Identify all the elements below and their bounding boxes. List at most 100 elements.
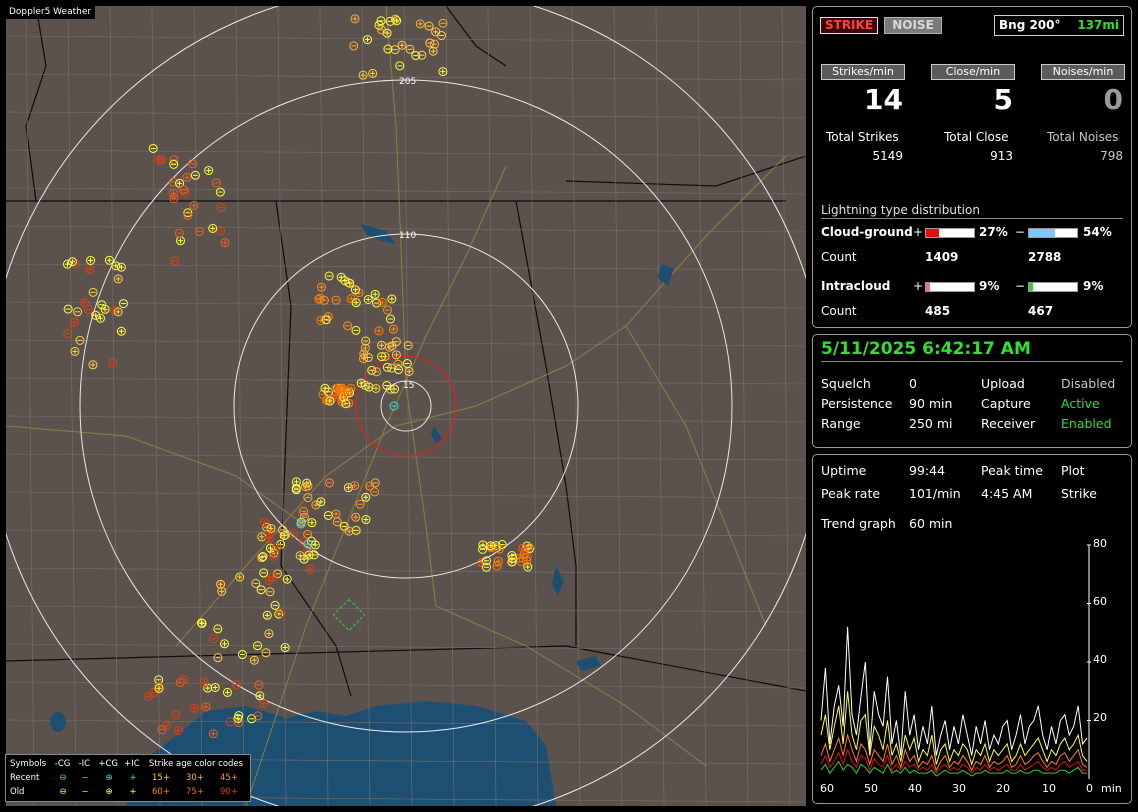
- trend-panel: Uptime 99:44 Peak time Plot Peak rate 10…: [812, 454, 1132, 804]
- strike-marker: [256, 585, 266, 595]
- strike-marker: [175, 178, 185, 188]
- strike-marker: [189, 703, 199, 713]
- strike-marker: [522, 556, 532, 566]
- strike-marker: [299, 506, 309, 516]
- strike-marker: [216, 226, 226, 236]
- strike-marker: [431, 27, 441, 37]
- strike-marker: [201, 702, 211, 712]
- strike-marker: [171, 710, 181, 720]
- strike-marker: [174, 725, 184, 735]
- strike-marker: [260, 517, 270, 527]
- recent-pos-ic-icon: +: [129, 773, 137, 783]
- strike-marker: [325, 396, 335, 406]
- strike-marker: [204, 165, 214, 175]
- strike-marker: [216, 579, 226, 589]
- legend-recent-label: Recent: [10, 773, 40, 783]
- strike-marker: [350, 14, 360, 24]
- lightning-map[interactable]: 205 110 15 Doppler5 Weather: [6, 6, 806, 806]
- strike-marker: [324, 271, 334, 281]
- map-canvas[interactable]: 205 110 15: [6, 6, 806, 806]
- legend-symbols-header: Symbols: [10, 759, 47, 769]
- receiver-label: Receiver: [981, 416, 1036, 431]
- upload-value[interactable]: Disabled: [1061, 376, 1116, 391]
- strike-marker: [340, 388, 350, 398]
- strike-marker: [208, 729, 218, 739]
- x-tick-30: 30: [952, 782, 966, 795]
- strike-marker: [325, 478, 335, 488]
- trend-series-line: [820, 691, 1088, 767]
- cg-plus-count: 1409: [925, 250, 959, 264]
- trend-graph: [820, 544, 1091, 779]
- strike-marker: [97, 300, 107, 310]
- strike-marker: [394, 365, 404, 375]
- cg-plus-fill: [926, 229, 939, 237]
- strike-marker: [179, 185, 189, 195]
- strike-marker: [345, 278, 355, 288]
- strike-marker: [296, 519, 306, 529]
- distribution-title: Lightning type distribution: [821, 203, 1123, 219]
- strike-button[interactable]: STRIKE: [820, 17, 878, 34]
- strike-marker: [481, 562, 491, 572]
- strike-marker: [370, 478, 380, 488]
- strike-marker: [80, 298, 90, 308]
- strike-marker: [363, 35, 373, 45]
- noise-button[interactable]: NOISE: [884, 17, 942, 34]
- strike-marker: [336, 272, 346, 282]
- squelch-value: 0: [909, 376, 917, 391]
- strike-marker: [356, 378, 366, 388]
- strike-marker: [518, 543, 528, 553]
- strike-marker: [100, 304, 110, 314]
- strike-marker: [217, 586, 227, 596]
- strike-marker: [310, 540, 320, 550]
- strike-marker: [233, 713, 243, 723]
- x-tick-10: 10: [1042, 782, 1056, 795]
- strike-marker: [199, 677, 209, 687]
- old-pos-cg-icon: ⊕: [105, 787, 113, 797]
- strike-marker: [523, 562, 533, 572]
- strike-marker: [370, 289, 380, 299]
- strike-marker: [351, 525, 361, 535]
- strike-marker: [282, 574, 292, 584]
- strike-marker: [257, 553, 267, 563]
- strike-marker: [350, 285, 360, 295]
- strike-marker: [304, 550, 314, 560]
- strike-marker: [235, 572, 245, 582]
- strike-marker: [215, 187, 225, 197]
- strike-marker: [343, 387, 353, 397]
- strike-marker: [111, 261, 121, 271]
- strike-marker: [346, 294, 356, 304]
- strike-marker: [113, 274, 123, 284]
- strike-marker: [249, 655, 259, 665]
- strike-marker: [377, 340, 387, 350]
- cg-plus-bar: [925, 228, 975, 238]
- recent-pos-cg-icon: ⊕: [105, 773, 113, 783]
- strike-marker: [428, 46, 438, 56]
- capture-value[interactable]: Active: [1061, 396, 1100, 411]
- strike-marker: [247, 714, 257, 724]
- distance-value: 137mi: [1077, 18, 1119, 32]
- trend-series-line: [820, 760, 1087, 777]
- strike-marker: [382, 381, 392, 391]
- strike-marker: [360, 343, 370, 353]
- strike-marker: [438, 67, 448, 77]
- legend-neg-cg-header: -CG: [54, 759, 71, 769]
- receiver-value[interactable]: Enabled: [1061, 416, 1112, 431]
- ic-plus-count: 485: [925, 304, 951, 318]
- strike-marker: [272, 542, 282, 552]
- old-neg-cg-icon: ⊖: [59, 787, 67, 797]
- strike-marker: [374, 20, 384, 30]
- strike-marker: [389, 401, 399, 411]
- strike-marker: [338, 393, 348, 403]
- total-close-value: 913: [990, 149, 1013, 163]
- ic-minus-fill: [1029, 283, 1034, 291]
- ic-plus-sign: +: [913, 279, 924, 293]
- strike-marker: [216, 202, 226, 212]
- strike-marker: [370, 487, 380, 497]
- strike-marker: [377, 25, 387, 35]
- total-noises-label: Total Noises: [1047, 130, 1119, 144]
- trend-graph-value[interactable]: 60 min: [909, 516, 953, 531]
- strike-marker: [88, 360, 98, 370]
- symbol-legend: Symbols -CG -IC +CG +IC Strike age color…: [5, 754, 251, 802]
- age-60-label: 60+: [152, 787, 170, 797]
- plot-value[interactable]: Strike: [1061, 486, 1097, 501]
